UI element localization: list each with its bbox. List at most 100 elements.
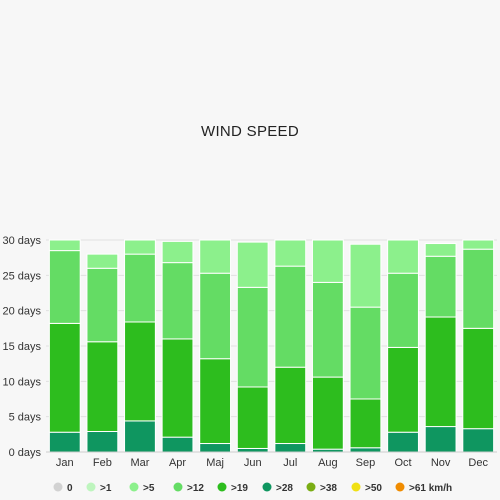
bar-segment-apr-3[interactable] — [161, 436, 194, 453]
bar-segment-sep-4[interactable] — [349, 398, 382, 449]
bar-stacks — [48, 239, 495, 453]
bar-segment-jul-4[interactable] — [274, 366, 307, 445]
legend-item-6[interactable]: >38 — [306, 482, 338, 495]
bar-segment-jan-6[interactable] — [48, 239, 81, 252]
x-tick-label: Oct — [394, 457, 411, 469]
y-tick-label: 25 days — [2, 270, 41, 282]
bar-segment-dec-6[interactable] — [462, 239, 495, 250]
bar-segment-nov-5[interactable] — [424, 255, 457, 318]
x-tick-label: Feb — [93, 457, 112, 469]
y-tick-label: 10 days — [2, 376, 41, 388]
bar-stack-apr[interactable] — [161, 240, 194, 453]
legend-label: >38 — [320, 483, 337, 494]
legend-swatch — [173, 482, 183, 492]
bar-segment-nov-3[interactable] — [424, 426, 457, 453]
legend-item-8[interactable]: >61 km/h — [395, 482, 453, 495]
bar-segment-jan-4[interactable] — [48, 322, 81, 433]
bar-segment-jul-5[interactable] — [274, 265, 307, 368]
bar-stack-jan[interactable] — [48, 239, 81, 453]
bar-stack-dec[interactable] — [462, 239, 495, 453]
legend-label: >5 — [143, 483, 155, 494]
bar-segment-mar-5[interactable] — [124, 253, 156, 323]
legend-label: >1 — [100, 483, 112, 494]
bar-segment-nov-4[interactable] — [424, 316, 457, 428]
bar-segment-jun-6[interactable] — [236, 241, 269, 288]
y-tick-label: 5 days — [9, 412, 42, 424]
bar-segment-feb-5[interactable] — [86, 267, 119, 343]
bar-segment-jul-6[interactable] — [274, 239, 307, 267]
bar-segment-jan-5[interactable] — [48, 250, 81, 324]
legend-label: >19 — [231, 483, 248, 494]
bar-segment-jun-3[interactable] — [236, 447, 269, 453]
bar-segment-feb-3[interactable] — [86, 431, 119, 453]
bar-stack-mar[interactable] — [124, 239, 156, 453]
bar-segment-feb-6[interactable] — [86, 253, 119, 269]
legend-item-1[interactable]: >1 — [86, 482, 112, 495]
x-tick-label: Jul — [283, 457, 297, 469]
bar-segment-apr-5[interactable] — [161, 262, 194, 340]
bar-segment-aug-6[interactable] — [311, 239, 344, 283]
bar-segment-aug-5[interactable] — [311, 281, 344, 378]
bar-segment-sep-3[interactable] — [349, 447, 382, 453]
legend-item-2[interactable]: >5 — [129, 482, 155, 495]
bar-segment-mar-4[interactable] — [124, 321, 156, 422]
bar-segment-dec-3[interactable] — [462, 428, 495, 453]
x-tick-label: Maj — [206, 457, 224, 469]
x-tick-label: Aug — [318, 457, 338, 469]
bar-segment-mar-6[interactable] — [124, 239, 156, 255]
chart-title: WIND SPEED — [200, 123, 299, 140]
legend-swatch — [351, 482, 361, 492]
bar-stack-jun[interactable] — [236, 241, 269, 453]
x-tick-label: Dec — [468, 457, 488, 469]
bar-segment-sep-6[interactable] — [349, 243, 382, 308]
bar-segment-maj-6[interactable] — [199, 239, 232, 274]
bar-segment-mar-3[interactable] — [124, 420, 156, 453]
bar-segment-maj-5[interactable] — [199, 272, 232, 360]
bar-stack-oct[interactable] — [387, 239, 419, 453]
legend-label: >28 — [276, 483, 293, 494]
bar-segment-jun-4[interactable] — [236, 386, 269, 449]
bar-segment-feb-4[interactable] — [86, 341, 119, 433]
bar-segment-apr-4[interactable] — [161, 338, 194, 438]
bar-segment-jul-3[interactable] — [274, 443, 307, 453]
y-tick-label: 0 days — [9, 447, 42, 459]
legend-item-4[interactable]: >19 — [217, 482, 249, 495]
legend-label: >61 km/h — [409, 483, 452, 494]
bar-segment-oct-5[interactable] — [387, 272, 419, 348]
bar-segment-jan-3[interactable] — [48, 431, 81, 453]
y-tick-label: 15 days — [2, 341, 41, 353]
legend-item-3[interactable]: >12 — [173, 482, 205, 495]
bar-stack-feb[interactable] — [86, 253, 119, 453]
bar-segment-oct-6[interactable] — [387, 239, 419, 274]
legend-label: >12 — [187, 483, 204, 494]
legend[interactable]: 0 >1 >5 >12 >19 >28 >38 >50 >61 km/h — [53, 482, 453, 495]
y-tick-label: 30 days — [2, 235, 41, 247]
legend-swatch — [262, 482, 272, 492]
bar-stack-aug[interactable] — [311, 239, 344, 453]
bar-stack-jul[interactable] — [274, 239, 307, 453]
legend-item-5[interactable]: >28 — [262, 482, 294, 495]
bar-segment-aug-4[interactable] — [311, 376, 344, 450]
legend-item-0[interactable]: 0 — [53, 482, 74, 495]
legend-item-7[interactable]: >50 — [351, 482, 383, 495]
bar-segment-apr-6[interactable] — [161, 240, 194, 264]
bar-segment-jun-5[interactable] — [236, 286, 269, 388]
bar-stack-maj[interactable] — [199, 239, 232, 453]
bar-segment-nov-6[interactable] — [424, 243, 457, 257]
legend-swatch — [86, 482, 96, 492]
legend-swatch — [217, 482, 227, 492]
bar-segment-dec-5[interactable] — [462, 248, 495, 329]
x-tick-label: Nov — [431, 457, 451, 469]
y-tick-label: 20 days — [2, 306, 41, 318]
bar-segment-maj-4[interactable] — [199, 358, 232, 445]
bar-segment-maj-3[interactable] — [199, 443, 232, 453]
bar-stack-sep[interactable] — [349, 243, 382, 453]
legend-swatch — [129, 482, 139, 492]
x-tick-label: Sep — [356, 457, 376, 469]
bar-segment-sep-5[interactable] — [349, 306, 382, 400]
bar-segment-dec-4[interactable] — [462, 327, 495, 430]
bar-stack-nov[interactable] — [424, 243, 457, 453]
bar-segment-oct-3[interactable] — [387, 431, 419, 453]
bar-segment-oct-4[interactable] — [387, 346, 419, 433]
